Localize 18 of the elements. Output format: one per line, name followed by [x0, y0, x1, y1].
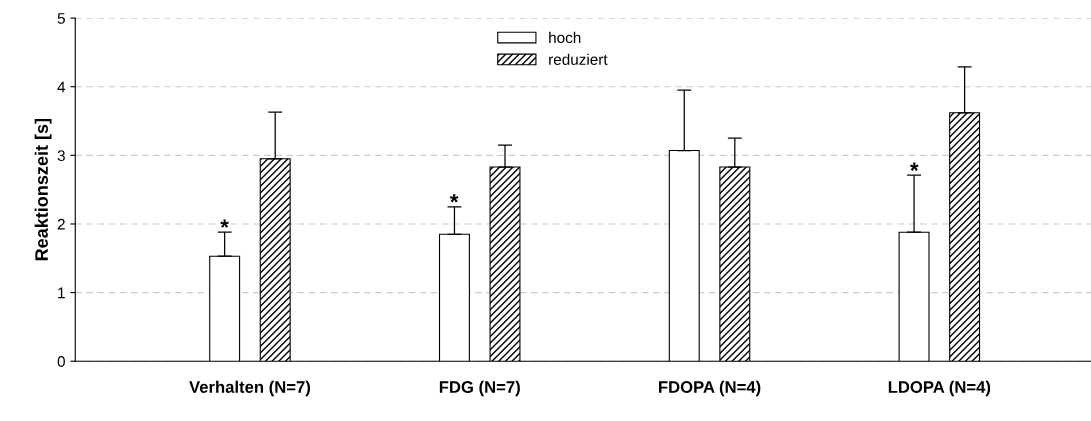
annotation: *	[910, 162, 919, 171]
legend-label: reduziert	[549, 53, 608, 65]
y-axis-title: Reaktionszeit [s]	[34, 118, 52, 261]
annotation: *	[220, 219, 229, 228]
y-tick-label: 0	[57, 356, 65, 367]
bar	[719, 166, 751, 362]
x-tick-label: LDOPA (N=4)	[888, 380, 991, 397]
y-tick-label: 5	[57, 13, 65, 24]
y-tick-label: 3	[57, 150, 65, 162]
x-tick-label: FDG (N=7)	[439, 380, 520, 397]
annotation: *	[449, 194, 459, 203]
x-tick-label: FDOPA (N=4)	[659, 380, 761, 397]
legend-label: hoch	[549, 31, 581, 44]
y-tick-label: 2	[57, 218, 65, 230]
y-tick-label: 1	[58, 287, 65, 299]
y-tick-label: 4	[57, 81, 66, 93]
x-tick-label: Verhalten (N=7)	[189, 380, 310, 397]
bar	[489, 166, 521, 362]
